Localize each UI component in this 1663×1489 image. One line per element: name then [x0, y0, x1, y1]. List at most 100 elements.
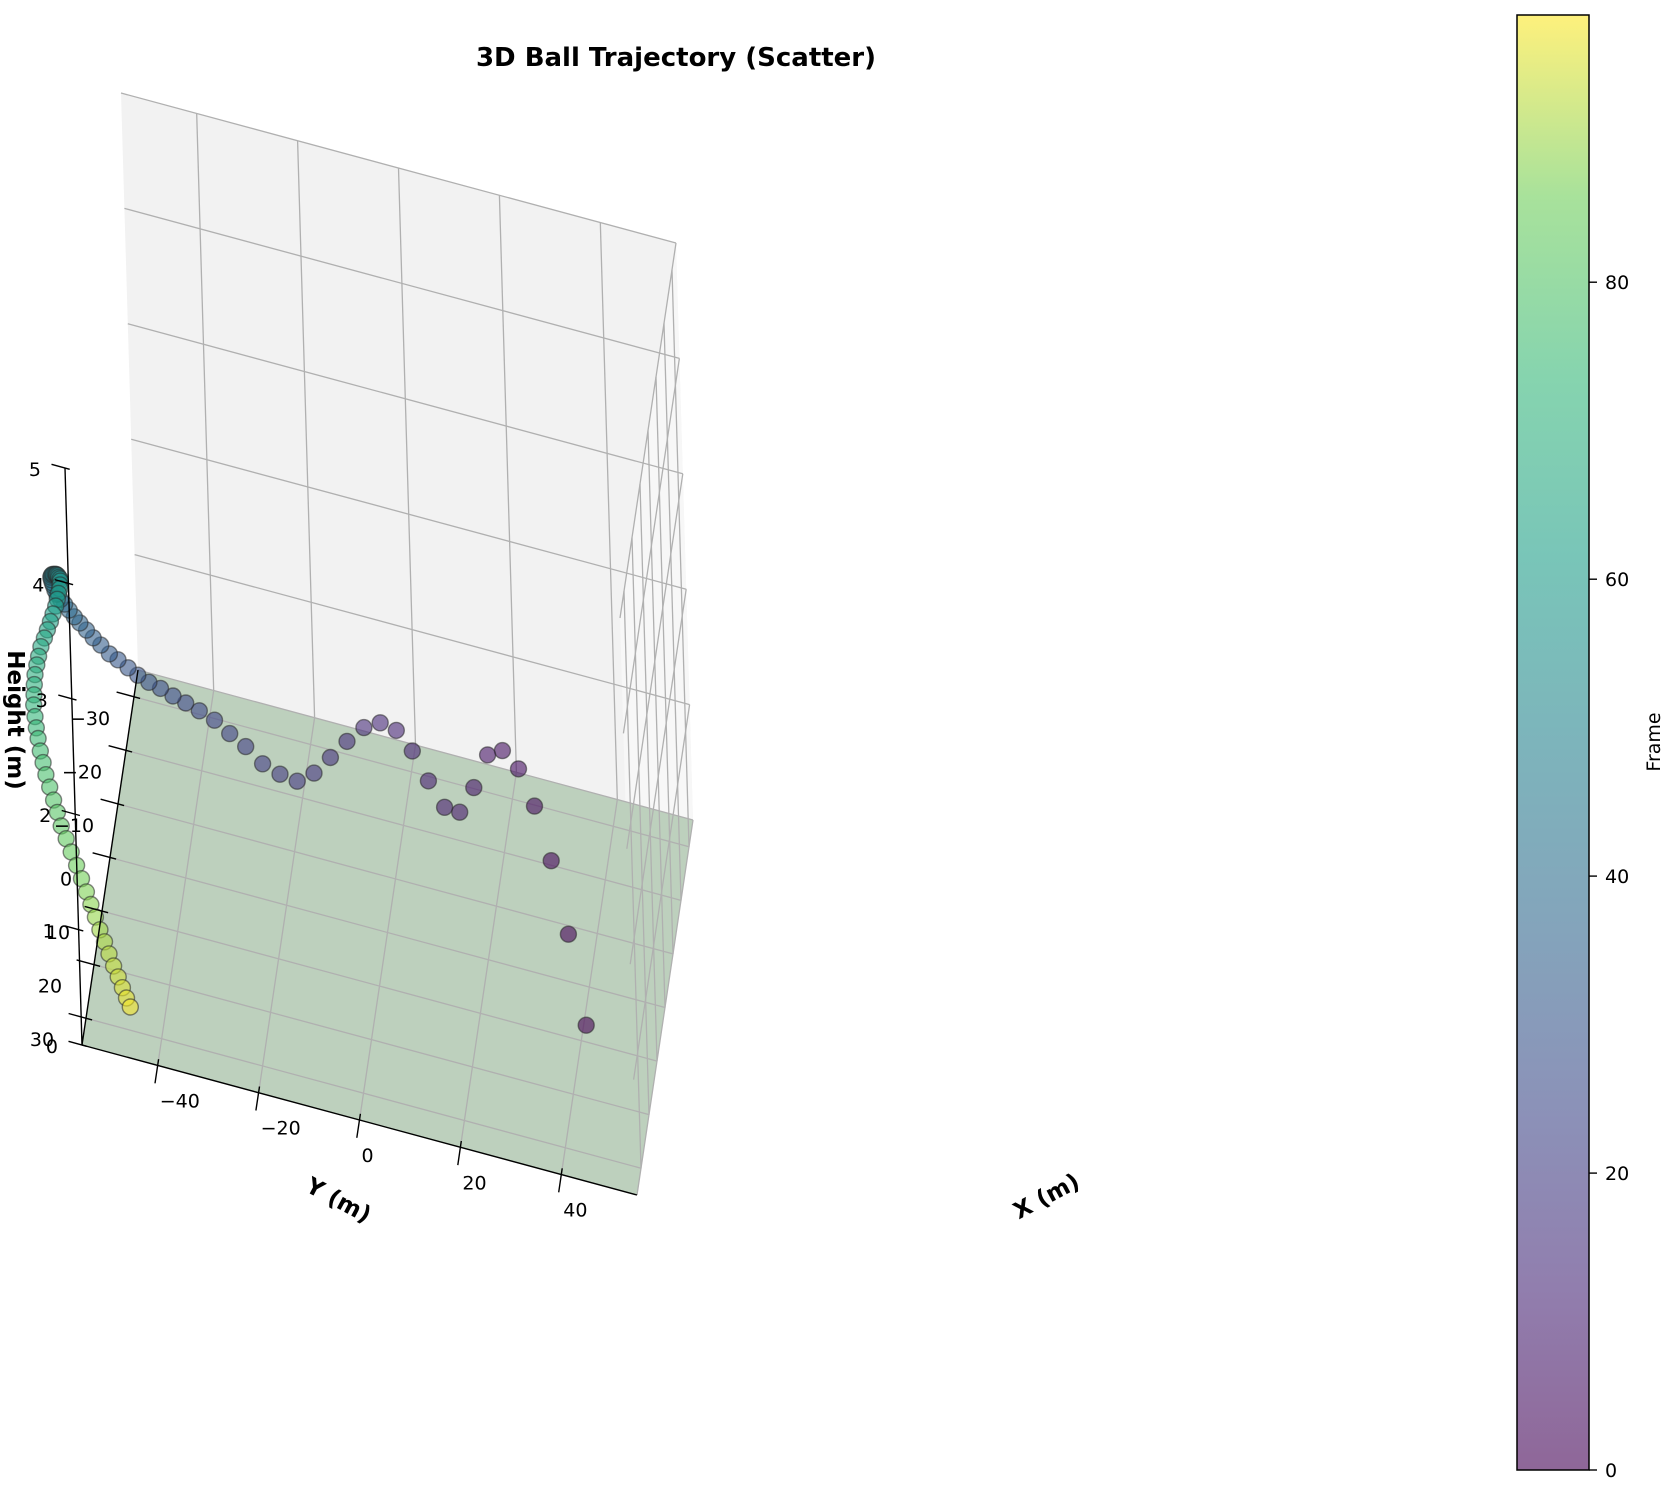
scatter-point: [435, 798, 454, 816]
scatter-point: [451, 803, 469, 821]
scatter-point: [577, 1016, 595, 1034]
scatter-point: [121, 998, 140, 1016]
y-tick-label: −10: [54, 815, 94, 837]
y-grid-floor: [93, 964, 650, 1116]
x-tick-mark: [457, 1140, 462, 1166]
y-tick-label: 0: [60, 869, 72, 891]
y-grid-wall: [663, 323, 682, 901]
z-tick-mark: [58, 694, 77, 701]
scatter-point: [493, 741, 512, 760]
scatter-point: [220, 724, 239, 743]
y-grid-floor: [109, 856, 666, 1009]
y-tick-label: −30: [70, 708, 110, 730]
z-tick-label: 5: [29, 459, 41, 481]
z-grid-right: [629, 589, 687, 965]
z-tick-mark: [64, 925, 84, 932]
y-tick-mark: [108, 745, 133, 753]
y-grid-floor: [133, 696, 690, 848]
z-grid-right: [632, 704, 691, 1080]
z-grid-left: [124, 207, 680, 360]
scatter-point: [387, 721, 405, 740]
y-grid-wall: [647, 430, 666, 1008]
colorbar-tick-label: 40: [1605, 866, 1629, 888]
x-grid-wall: [498, 195, 518, 773]
scatter-point: [321, 748, 340, 767]
y-tick-mark: [116, 691, 141, 700]
y-tick-mark: [100, 798, 125, 807]
y-tick-label: 20: [38, 976, 62, 998]
x-tick-mark: [558, 1168, 563, 1193]
scatter-point: [253, 755, 272, 773]
z-grid-left: [134, 553, 690, 706]
x-tick-label: 20: [462, 1172, 486, 1194]
y-grid-wall: [639, 484, 658, 1062]
colorbar-gradient: [1516, 14, 1590, 1471]
x-tick-label: −40: [160, 1091, 200, 1113]
scatter-point: [305, 764, 323, 782]
colorbar-tick-label: 80: [1605, 272, 1629, 294]
scatter-point: [236, 737, 255, 756]
z-tick-label: 3: [36, 690, 48, 712]
z-tick-mark: [51, 463, 70, 470]
z-tick-label: 2: [39, 805, 51, 827]
scatter-points: [25, 565, 595, 1034]
y-tick-mark: [68, 1012, 93, 1021]
scatter-point: [559, 925, 578, 943]
scatter-point: [338, 732, 356, 751]
colorbar-tick-label: 20: [1605, 1163, 1629, 1185]
x-grid-wall: [397, 167, 417, 746]
z-axis-label: Height (m): [2, 650, 28, 790]
z-tick-mark: [54, 579, 74, 586]
scatter-point: [371, 714, 389, 732]
y-tick-mark: [84, 905, 109, 914]
colorbar-tick-label: 0: [1605, 1460, 1617, 1482]
chart-title: 3D Ball Trajectory (Scatter): [476, 43, 876, 73]
scatter-point: [288, 772, 306, 790]
scatter-point: [190, 702, 209, 720]
z-grid-left: [131, 438, 687, 590]
colorbar-ticks: 0 20 40 60 80: [1589, 272, 1629, 1482]
scatter-point: [419, 772, 438, 790]
scatter-point: [205, 711, 224, 729]
x-tick-label: −20: [261, 1118, 301, 1140]
y-axis-label: Y (m): [301, 1173, 376, 1229]
z-grid-right: [619, 242, 677, 619]
y-grid-floor: [117, 803, 674, 955]
y-grid-floor: [85, 1017, 642, 1169]
scatter-point: [542, 852, 560, 870]
scatter-point: [465, 778, 483, 797]
z-grid-left: [120, 92, 677, 244]
x-grid-wall: [296, 140, 316, 718]
x-tick-label: 40: [563, 1200, 587, 1222]
z-tick-mark: [61, 809, 81, 817]
x-axis-label: X (m): [1009, 1169, 1084, 1225]
scatter-point: [525, 797, 544, 815]
x-tick-mark: [255, 1086, 261, 1111]
y-tick-label: −20: [62, 761, 102, 783]
scatter-point: [509, 760, 528, 778]
z-tick-label: 4: [32, 574, 44, 596]
y-tick-mark: [92, 852, 117, 860]
x-grid-wall: [599, 222, 618, 800]
y-grid-floor: [125, 749, 682, 901]
scatter-point: [271, 765, 289, 783]
scatter-point: [403, 742, 421, 760]
scatter-point: [164, 687, 182, 705]
z-grid-right: [636, 819, 694, 1196]
z-grid-right: [622, 358, 681, 734]
scatter-point: [355, 718, 373, 737]
x-tick-mark: [154, 1059, 160, 1084]
y-tick-label: 30: [30, 1029, 54, 1051]
x-grid-wall: [196, 113, 215, 691]
y-tick-label: 10: [46, 922, 70, 944]
y-grid-wall: [631, 537, 650, 1115]
y-grid-floor: [101, 910, 658, 1062]
z-tick-label: 1: [43, 921, 55, 943]
y-tick-mark: [76, 959, 101, 967]
colorbar-label: Frame: [1643, 712, 1663, 771]
colorbar-tick-label: 60: [1605, 569, 1629, 591]
z-tick-mark: [68, 1040, 87, 1047]
x-tick-mark: [356, 1113, 362, 1138]
